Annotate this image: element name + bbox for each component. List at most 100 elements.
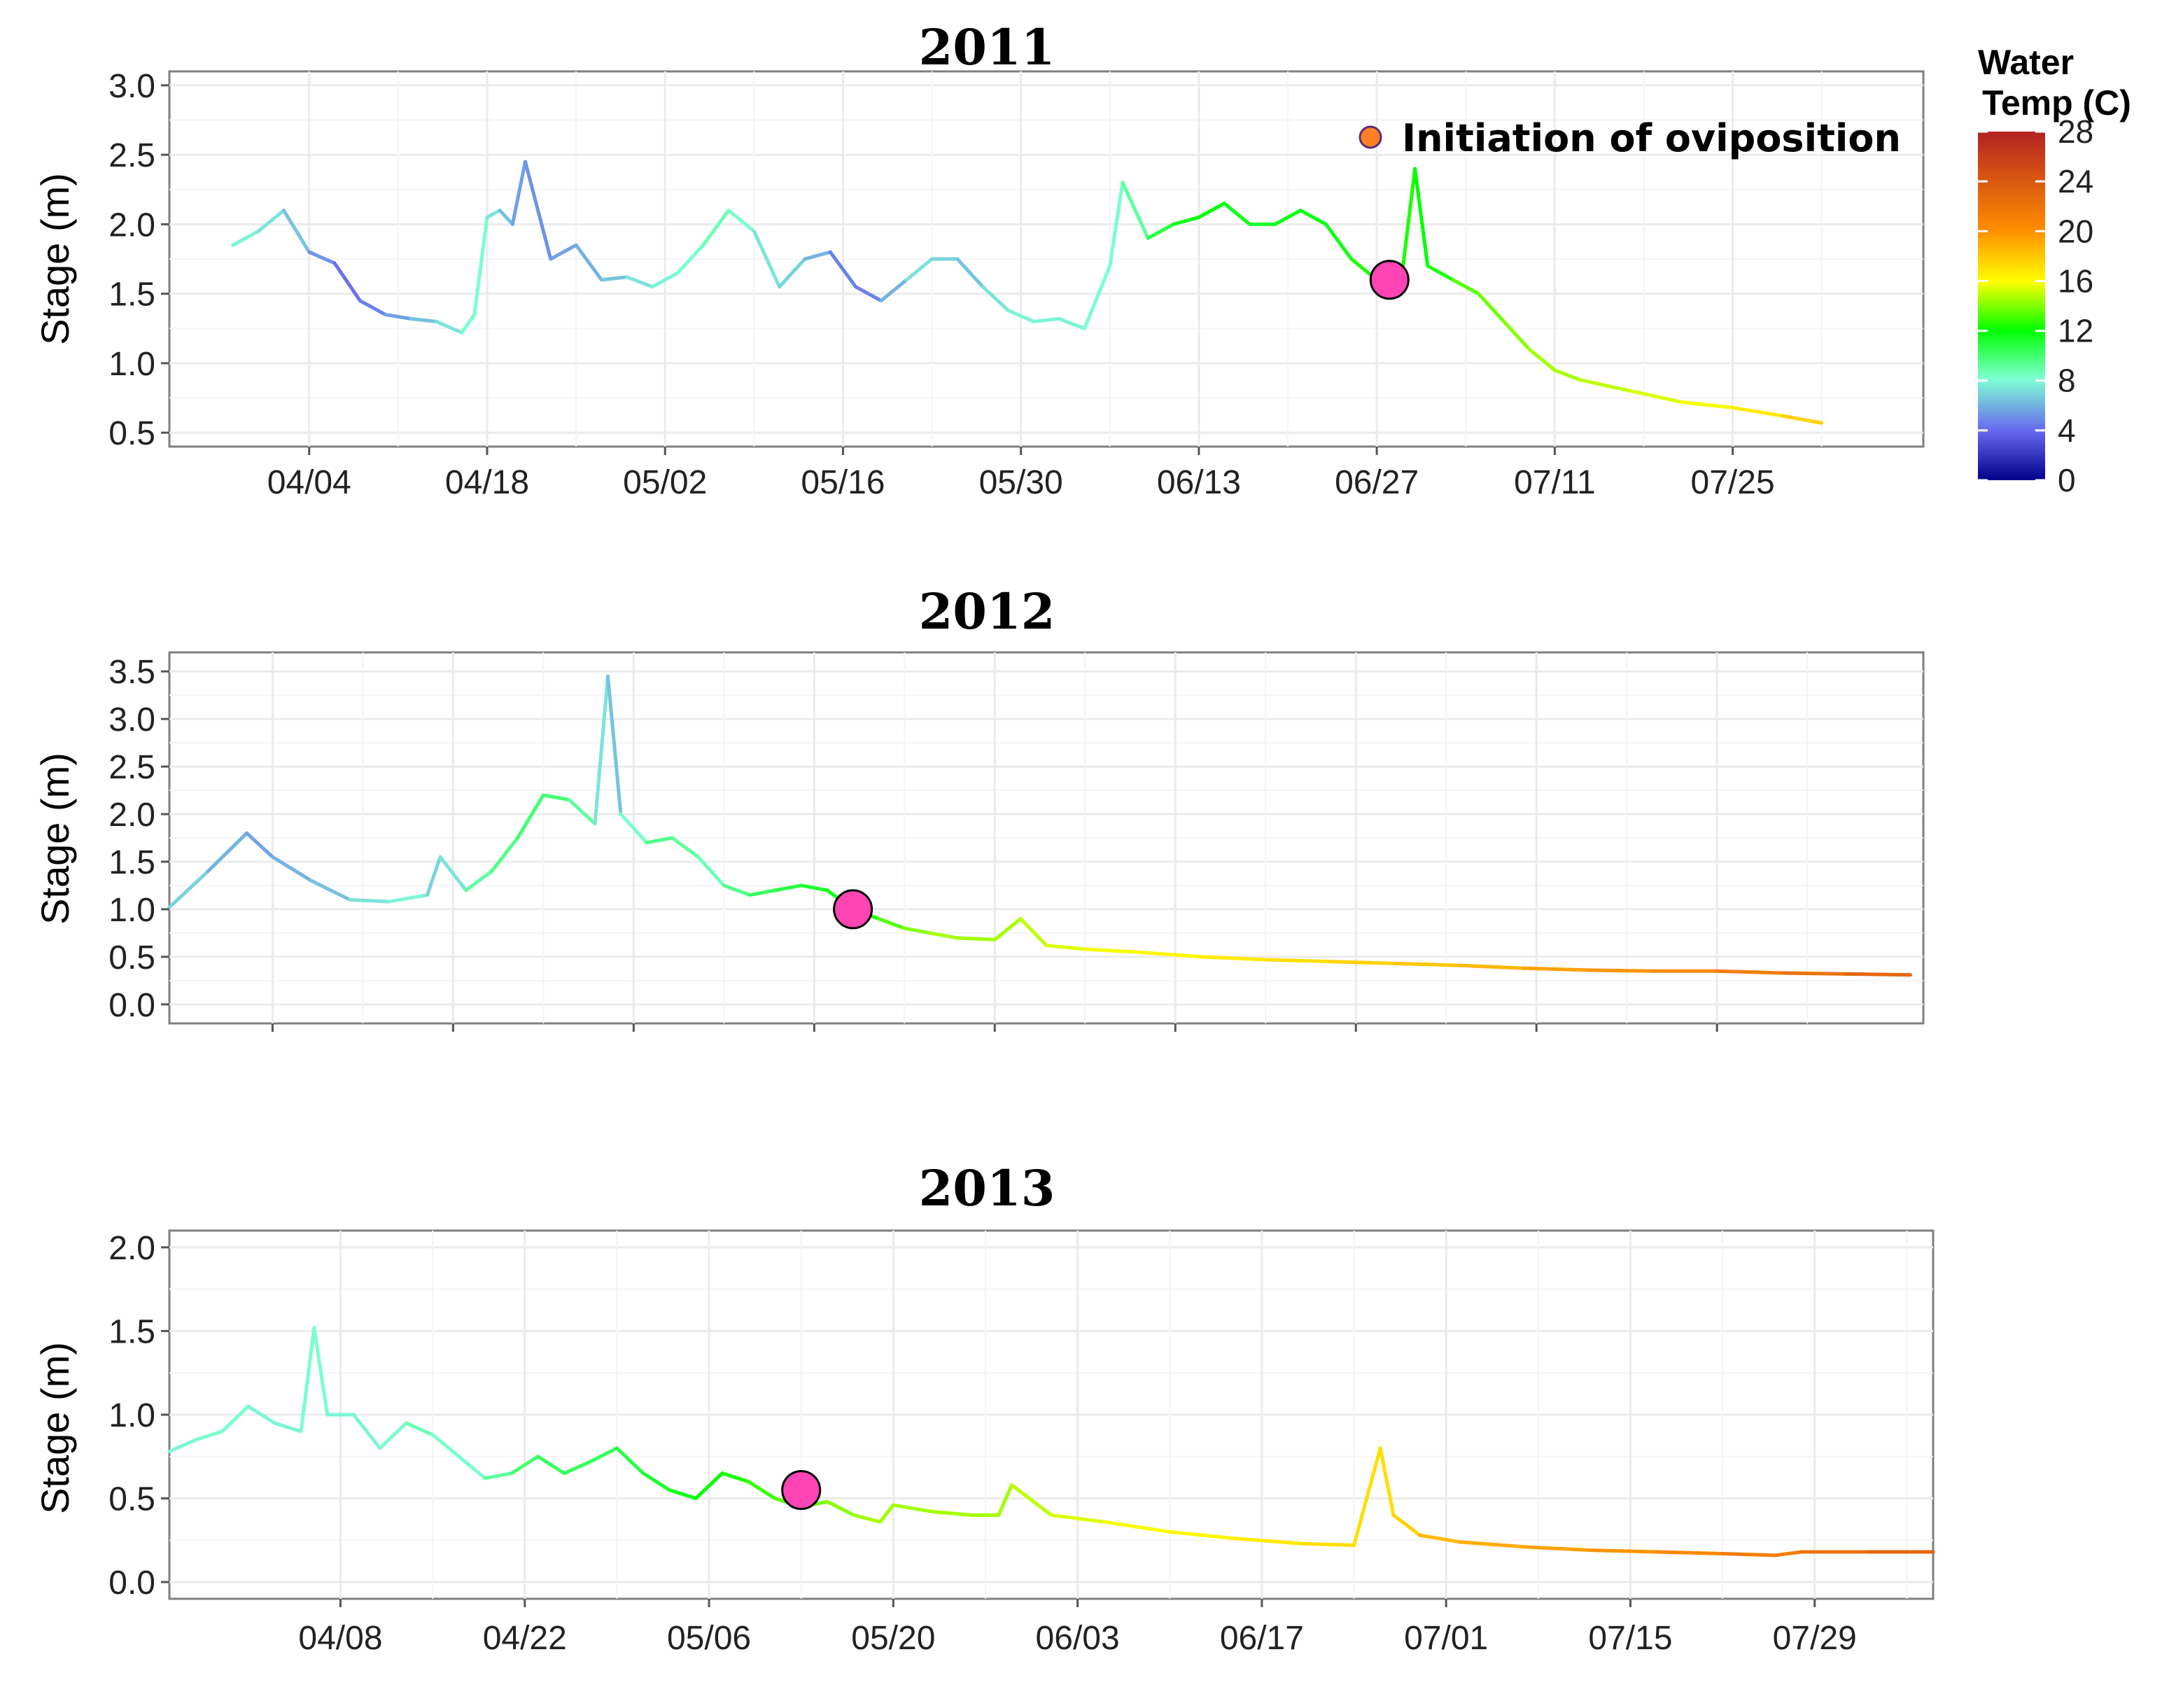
series-segment: [1523, 1545, 1593, 1553]
legend-tick-label: 24: [2058, 163, 2093, 200]
series-segment: [1400, 167, 1417, 275]
series-segment: [1391, 1513, 1422, 1537]
series-segment: [1418, 1533, 1461, 1544]
x-tick-label: 05/02: [623, 464, 707, 501]
series-segment: [879, 278, 908, 303]
panel-2012: 0.0 0.5 1.0 1.5 2.0 2.5 3.0 3.5 2012 Stage (m): [33, 582, 1925, 1032]
series-line: [167, 1326, 1935, 1558]
series-segment: [1720, 1551, 1777, 1558]
series-segment: [852, 1513, 883, 1524]
series-segment: [1781, 414, 1824, 425]
series-segment: [599, 275, 629, 282]
oviposition-markers: [1369, 260, 1410, 300]
y-tick-label: 0.0: [108, 1564, 155, 1602]
series-segment: [256, 209, 286, 233]
oviposition-legend-label: Initiation of oviposition: [1402, 116, 1901, 160]
y-tick-label: 1.5: [108, 276, 155, 314]
series-segment: [701, 209, 731, 247]
series-segment: [1680, 400, 1735, 410]
series-segment: [1108, 181, 1125, 268]
x-tick-label: 07/01: [1404, 1620, 1488, 1657]
y-tick-label: 2.0: [108, 206, 155, 244]
series-segment: [902, 926, 932, 935]
series-segment: [457, 1455, 487, 1480]
series-segment: [1135, 950, 1203, 959]
series-segment: [828, 250, 858, 289]
series-segment: [460, 312, 477, 335]
series-segment: [312, 1326, 330, 1417]
x-tick-label: 06/27: [1335, 464, 1419, 501]
series-segment: [434, 319, 464, 335]
series-segment: [997, 1483, 1014, 1517]
legend-tick-label: 20: [2058, 213, 2093, 249]
annotation-legend: Initiation of oviposition: [1359, 116, 1901, 160]
x-ticks: 04/04 04/18 05/02 05/16 05/30 06/13 06/27 07/11…: [267, 447, 1775, 501]
series-line: [231, 160, 1824, 425]
series-segment: [1199, 955, 1268, 962]
legend-tick-label: 16: [2058, 262, 2093, 299]
temperature-legend: Water Temp (C) 28 24 20 16 12 8 4 0: [1978, 43, 2131, 498]
series-segment: [567, 798, 597, 826]
panel-2011: 0.51.01.52.02.53.0 04/04 04/18 05/02 05/16 0…: [33, 18, 1925, 501]
oviposition-marker: [1369, 260, 1410, 300]
series-segment: [773, 883, 803, 892]
grid: [169, 652, 1923, 1023]
series-segment: [536, 1455, 566, 1476]
y-tick-label: 0.5: [108, 939, 155, 976]
series-segment: [1049, 1513, 1106, 1524]
x-tick-label: 05/06: [667, 1620, 751, 1657]
legend-title-line1: Water: [1978, 43, 2074, 82]
series-segment: [245, 831, 274, 859]
series-segment: [1233, 1536, 1303, 1546]
series-segment: [981, 285, 1011, 312]
series-segment: [1263, 958, 1332, 964]
y-tick-label: 3.0: [108, 701, 155, 738]
y-axis-label: Stage (m): [33, 752, 77, 925]
legend-tick-label: 4: [2058, 412, 2076, 449]
x-tick-label: 05/20: [851, 1620, 935, 1657]
series-segment: [1298, 209, 1328, 226]
series-segment: [645, 836, 675, 845]
oviposition-markers: [781, 1470, 822, 1511]
series-segment: [1378, 1446, 1396, 1517]
series-segment: [1121, 181, 1150, 240]
legend-title-line2: Temp (C): [1982, 83, 2131, 122]
series-segment: [194, 1429, 224, 1442]
series-segment: [1527, 347, 1557, 372]
y-tick-label: 2.0: [108, 1230, 155, 1267]
y-tick-label: 1.5: [108, 1313, 155, 1350]
series-segment: [928, 931, 958, 940]
series-segment: [574, 243, 603, 282]
x-tick-label: 06/03: [1036, 1620, 1120, 1657]
series-segment: [1102, 1520, 1172, 1534]
series-segment: [1655, 1550, 1725, 1555]
series-segment: [358, 299, 388, 316]
series-segment: [1773, 1550, 1804, 1558]
y-tick-label: 2.0: [108, 797, 155, 834]
series-segment: [348, 897, 391, 904]
series-segment: [675, 243, 706, 275]
series-segment: [1586, 968, 1655, 973]
oviposition-marker: [781, 1470, 822, 1511]
series-segment: [351, 1413, 382, 1450]
series-segment: [1082, 264, 1112, 330]
y-tick-label: 0.5: [108, 1481, 155, 1518]
series-segment: [878, 1503, 895, 1524]
series-segment: [430, 1433, 461, 1459]
series-segment: [641, 1471, 672, 1492]
series-segment: [485, 209, 502, 219]
series-segment: [803, 250, 832, 261]
series-segment: [1044, 944, 1087, 951]
series-segment: [1393, 961, 1461, 967]
series-segment: [891, 1503, 935, 1514]
series-segment: [309, 878, 352, 902]
y-tick-label: 2.5: [108, 137, 155, 174]
legend-tick-label: 28: [2058, 113, 2093, 150]
x-tick-label: 04/04: [267, 464, 351, 501]
series-segment: [167, 1438, 198, 1454]
series-segment: [562, 1460, 593, 1476]
series-segment: [1172, 215, 1201, 226]
y-tick-label: 0.0: [108, 987, 155, 1024]
legend-tick-label: 12: [2058, 313, 2093, 349]
series-segment: [720, 1471, 750, 1484]
